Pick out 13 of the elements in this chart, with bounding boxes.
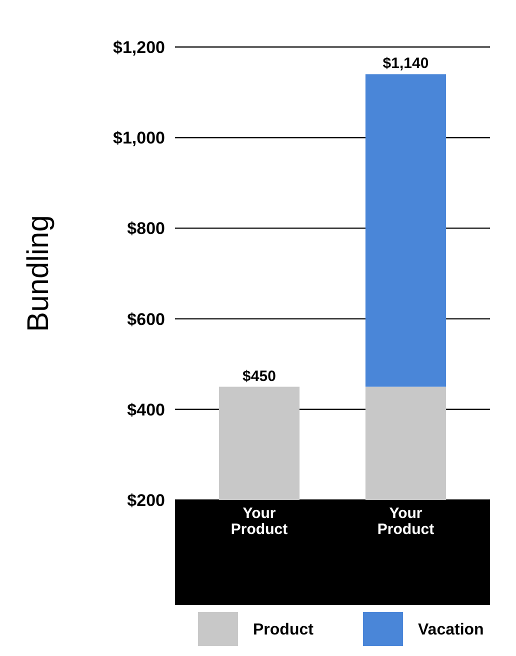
y-axis-title: Bundling (22, 215, 55, 332)
y-tick-label: $200 (127, 490, 165, 510)
x-tick-label: Your Product (230, 505, 288, 538)
total-label: $1,140 (382, 55, 429, 72)
y-tick-label: $600 (127, 310, 165, 329)
y-tick-label: $1,000 (113, 128, 165, 148)
legend-label: Product (253, 622, 314, 639)
total-label: $450 (242, 368, 276, 385)
y-tick-label: $400 (127, 400, 165, 420)
legend-label: Vacation (418, 622, 484, 639)
y-tick-label: $1,200 (113, 38, 165, 57)
y-tick-label: $800 (127, 219, 165, 238)
x-tick-label: Your Product (377, 505, 434, 538)
